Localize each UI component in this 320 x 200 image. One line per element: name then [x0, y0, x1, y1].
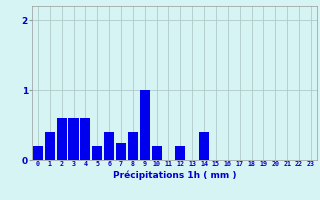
Bar [175, 146, 185, 160]
Bar [80, 118, 91, 160]
Bar [140, 90, 150, 160]
Bar [92, 146, 102, 160]
Bar [33, 146, 43, 160]
Bar [45, 132, 55, 160]
Bar [104, 132, 114, 160]
X-axis label: Précipitations 1h ( mm ): Précipitations 1h ( mm ) [113, 170, 236, 180]
Bar [128, 132, 138, 160]
Bar [57, 118, 67, 160]
Bar [68, 118, 79, 160]
Bar [152, 146, 162, 160]
Bar [116, 142, 126, 160]
Bar [199, 132, 209, 160]
